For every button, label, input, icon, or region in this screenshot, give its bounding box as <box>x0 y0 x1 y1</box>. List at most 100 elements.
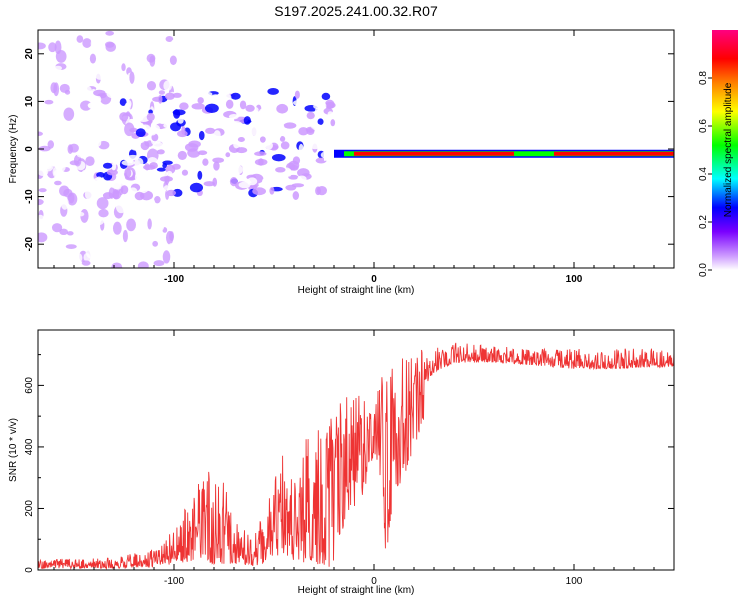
heatmap-blob <box>89 124 102 134</box>
heatmap-blob <box>179 102 189 110</box>
heatmap-blob <box>204 120 213 128</box>
heatmap-blob <box>48 42 57 53</box>
heatmap-blob <box>224 167 230 177</box>
heatmap-blob <box>271 130 282 141</box>
heatmap-blob <box>171 116 176 123</box>
heatmap-blob <box>169 231 175 242</box>
heatmap-blob <box>310 140 321 150</box>
heatmap-blob <box>38 131 43 137</box>
heatmap-blob <box>156 149 165 155</box>
heatmap-blob <box>136 243 146 251</box>
heatmap-blob <box>75 193 84 207</box>
heatmap-blob <box>295 149 306 155</box>
heatmap-blob <box>40 247 47 253</box>
heatmap-blob <box>225 152 231 158</box>
heatmap-blob <box>131 146 140 151</box>
heatmap-blob <box>314 107 320 118</box>
heatmap-blob <box>146 112 155 122</box>
heatmap-blob <box>271 153 286 162</box>
heatmap-blob <box>52 210 58 224</box>
heatmap-blob <box>210 94 221 101</box>
heatmap-blob <box>219 93 232 103</box>
heatmap-blob <box>198 130 205 141</box>
heatmap-blob <box>292 191 300 200</box>
heatmap-blob <box>111 162 117 171</box>
heatmap-blob <box>191 103 205 110</box>
heatmap-blob <box>252 138 259 147</box>
heatmap-blob <box>324 99 335 109</box>
heatmap-blob <box>315 157 327 164</box>
heatmap-blob <box>148 169 153 180</box>
heatmap-blob <box>69 143 79 153</box>
heatmap-blob <box>197 170 203 180</box>
heatmap-blob <box>112 221 122 235</box>
heatmap-blob <box>237 136 245 142</box>
heatmap-blob <box>169 55 177 66</box>
heatmap-blob <box>306 128 315 135</box>
heatmap-blob <box>106 169 118 176</box>
heatmap-blob <box>101 104 113 115</box>
heatmap-blob <box>233 141 240 149</box>
heatmap-blob <box>316 185 327 196</box>
heatmap-blob <box>239 100 247 110</box>
heatmap-blob <box>171 163 181 170</box>
heatmap-blob <box>149 130 156 136</box>
heatmap-blob <box>251 90 256 101</box>
spectrogram-xlabel: Height of straight line (km) <box>298 285 415 296</box>
heatmap-blob <box>47 140 55 149</box>
heatmap-blob <box>124 102 131 111</box>
heatmap-blob <box>162 160 173 165</box>
heatmap-blob <box>146 178 160 184</box>
heatmap-blob <box>189 182 204 193</box>
heatmap-blob <box>177 116 184 124</box>
heatmap-blob <box>124 167 132 178</box>
heatmap-blob <box>172 109 186 116</box>
heatmap-blob <box>205 136 211 142</box>
heatmap-blob <box>207 164 212 171</box>
heatmap-blob <box>38 257 47 262</box>
heatmap-blob <box>245 104 255 112</box>
heatmap-blob <box>246 152 255 159</box>
heatmap-blob <box>172 188 183 197</box>
heatmap-blob <box>273 122 285 131</box>
heatmap-blob <box>265 179 273 185</box>
colorbar-label: Normalized spectral amplitude <box>723 82 734 217</box>
heatmap-blob <box>76 35 84 43</box>
heatmap-blob <box>243 116 251 125</box>
heatmap-blob <box>38 214 45 227</box>
heatmap-blob <box>148 198 156 207</box>
heatmap-blob <box>59 228 69 236</box>
line-peak <box>354 151 514 156</box>
heatmap-blob <box>80 100 92 111</box>
heatmap-blob <box>38 188 47 193</box>
heatmap-blob <box>111 262 123 268</box>
heatmap-blob <box>146 80 157 91</box>
heatmap-blob <box>158 117 167 125</box>
heatmap-blob <box>168 243 175 251</box>
spectrogram-ytick-label: -10 <box>24 189 35 204</box>
heatmap-blob <box>197 97 204 104</box>
colorbar-tick-label: 0.2 <box>698 215 709 229</box>
heatmap-blob <box>116 133 126 139</box>
heatmap-blob <box>134 191 145 201</box>
heatmap-blob <box>85 246 98 259</box>
heatmap-blob <box>119 112 129 122</box>
heatmap-blob <box>159 128 173 136</box>
heatmap-blob <box>317 118 324 126</box>
heatmap-blob <box>96 197 109 210</box>
heatmap-blob <box>76 151 86 158</box>
heatmap-blob <box>110 34 116 42</box>
heatmap-blob <box>90 37 102 50</box>
heatmap-blob <box>254 151 267 157</box>
heatmap-blob <box>175 142 184 150</box>
heatmap-blob <box>84 189 92 200</box>
heatmap-blob <box>143 68 152 80</box>
colorbar-tick-label: 0.0 <box>698 263 709 277</box>
heatmap-blob <box>129 71 135 84</box>
spectrogram-ytick-label: 0 <box>24 146 35 152</box>
heatmap-blob <box>44 99 54 105</box>
heatmap-blob <box>184 162 195 168</box>
heatmap-blob <box>81 170 88 178</box>
